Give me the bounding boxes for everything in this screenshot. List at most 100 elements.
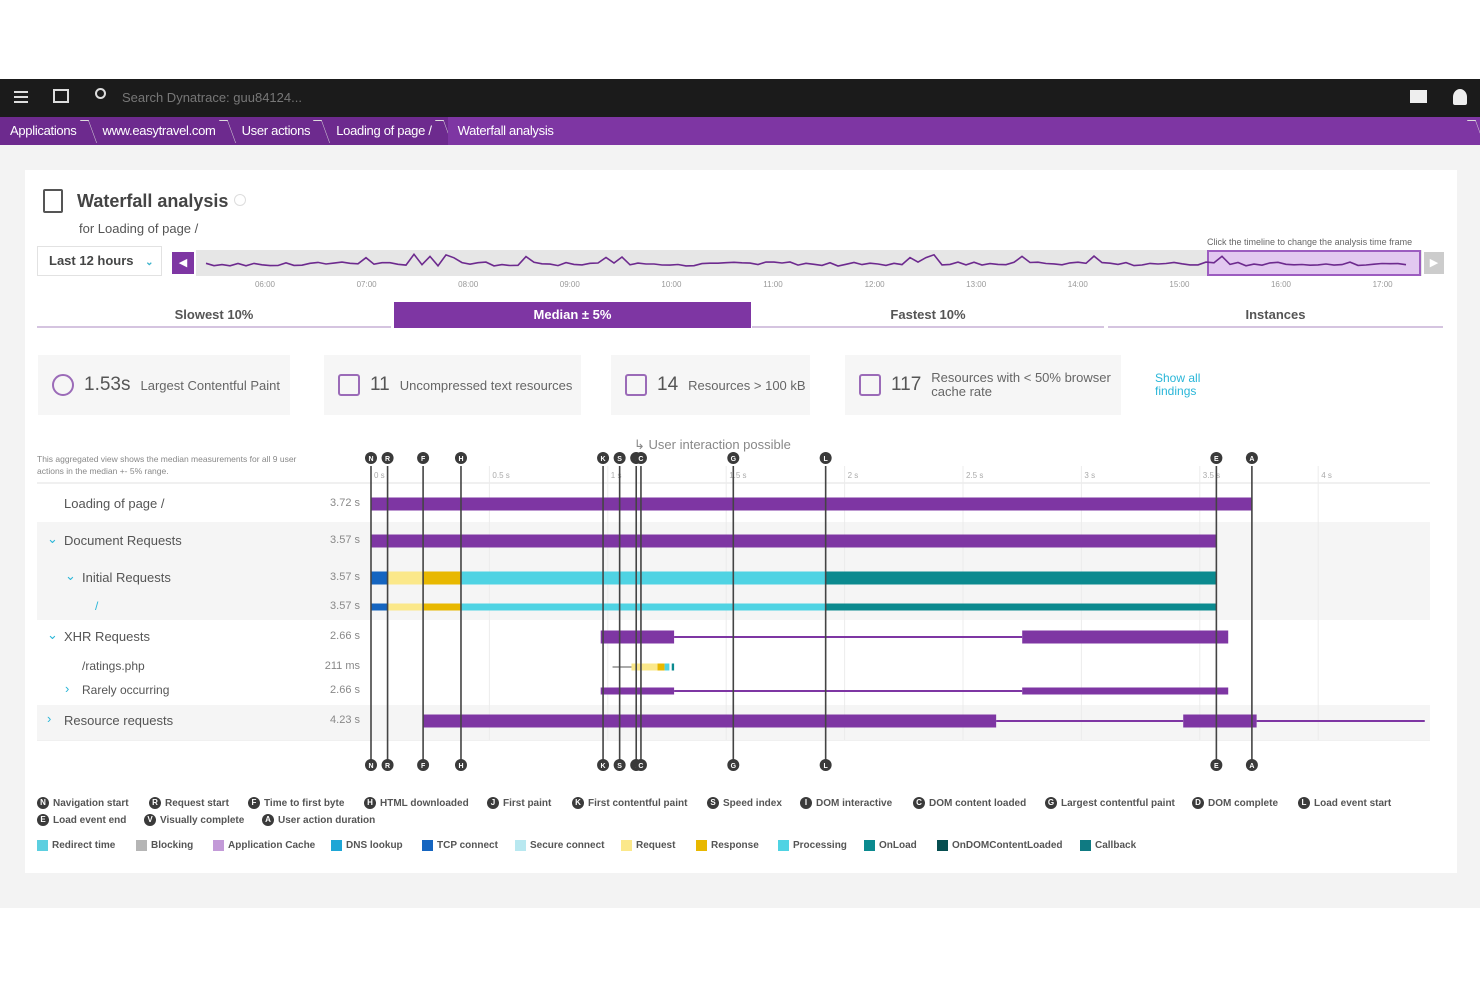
marker-badge (613, 452, 626, 464)
timeline-chart[interactable] (196, 250, 1446, 278)
breadcrumb: Applications www.easytravel.com User actio… (0, 117, 1480, 145)
marker-legend-label: Visually complete (160, 814, 245, 826)
waterfall-bar (671, 663, 675, 671)
marker-badge (727, 452, 740, 464)
waterfall-bar (371, 603, 388, 611)
timeline-tick: 15:00 (1169, 280, 1190, 289)
tab-instances[interactable]: Instances (1108, 302, 1443, 328)
marker-badge-icon: R (149, 797, 161, 809)
timeline-next-button[interactable]: ▶ (1424, 252, 1444, 274)
finding-value: 14 (657, 374, 679, 395)
stack-icon (859, 374, 881, 396)
tab-slowest[interactable]: Slowest 10% (37, 302, 391, 328)
color-swatch (937, 840, 948, 851)
finding-card[interactable]: 11 Uncompressed text resources (324, 355, 581, 415)
breadcrumb-item[interactable]: www.easytravel.com (93, 117, 232, 145)
marker-letter: R (385, 456, 390, 463)
timeline-tick: 13:00 (966, 280, 987, 289)
menu-icon[interactable] (14, 91, 28, 103)
color-legend-label: Redirect time (52, 840, 116, 851)
finding-card[interactable]: 1.53s Largest Contentful Paint (38, 355, 290, 415)
marker-letter: G (731, 763, 737, 770)
waterfall-row-duration: 3.57 s (330, 534, 360, 546)
marker-badge-icon: G (1045, 797, 1057, 809)
marker-letter: E (1214, 763, 1219, 770)
finding-card[interactable]: 117 Resources with < 50% browser cache ra… (845, 355, 1121, 415)
chevron-right-icon[interactable]: › (65, 681, 70, 696)
waterfall-page-icon (43, 189, 63, 213)
color-legend-item: Redirect time (37, 840, 115, 851)
breadcrumb-item[interactable]: Waterfall analysis (447, 117, 1480, 145)
waterfall-row-label[interactable]: Resource requests (64, 713, 174, 728)
marker-badge (365, 759, 377, 771)
marker-badge-icon: A (262, 814, 274, 826)
breadcrumb-item[interactable]: Applications (0, 117, 93, 145)
breadcrumb-item[interactable]: Loading of page / (326, 117, 447, 145)
color-legend-item: DNS lookup (331, 840, 403, 851)
waterfall-row-label[interactable]: /ratings.php (82, 659, 145, 673)
chevron-down-icon[interactable]: ⌄ (65, 568, 76, 583)
breadcrumb-item[interactable]: User actions (232, 117, 327, 145)
waterfall-row-label[interactable]: / (95, 599, 99, 613)
top-bar: Search Dynatrace: guu84124... (0, 79, 1480, 117)
timeframe-select[interactable]: Last 12 hours ⌄ (37, 246, 162, 276)
marker-legend-label: HTML downloaded (380, 797, 469, 809)
marker-badge (597, 452, 610, 464)
waterfall-row-label[interactable]: XHR Requests (64, 629, 150, 644)
dashboard-icon[interactable] (53, 89, 69, 103)
scale-icon (625, 374, 647, 396)
marker-badge (417, 759, 430, 771)
document-icon (338, 374, 360, 396)
tab-median[interactable]: Median ± 5% (394, 302, 751, 328)
waterfall-row-label[interactable]: Initial Requests (82, 570, 171, 585)
marker-letter: F (421, 763, 426, 770)
timeline-tick: 12:00 (864, 280, 885, 289)
axis-tick-label: 0.5 s (492, 471, 509, 480)
waterfall-bar (664, 663, 670, 671)
tab-fastest[interactable]: Fastest 10% (752, 302, 1104, 328)
marker-badge-icon: J (487, 797, 499, 809)
marker-legend-item: E Load event end (37, 814, 126, 826)
chevron-down-icon[interactable]: ⌄ (47, 627, 58, 642)
user-icon[interactable] (1453, 89, 1467, 105)
waterfall-row-duration: 4.23 s (330, 714, 360, 726)
waterfall-bar (1183, 714, 1257, 728)
content-panel (25, 170, 1457, 873)
color-legend-item: Request (621, 840, 675, 851)
waterfall-row-label[interactable]: Document Requests (64, 533, 182, 548)
finding-label: Resources with < 50% browser cache rate (931, 370, 1111, 399)
page-subtitle: for Loading of page / (79, 221, 199, 236)
marker-badge (365, 452, 377, 464)
chevron-right-icon[interactable]: › (47, 711, 52, 726)
marker-legend-label: First paint (503, 797, 552, 809)
marker-letter: C (638, 763, 643, 770)
marker-letter: N (368, 763, 373, 770)
waterfall-row-duration: 2.66 s (330, 630, 360, 642)
info-icon[interactable] (234, 194, 246, 206)
timeline-tick: 07:00 (356, 280, 377, 289)
show-all-findings-link[interactable]: Show all findings (1155, 371, 1201, 398)
color-legend-item: OnLoad (864, 840, 917, 851)
color-legend-label: OnDOMContentLoaded (952, 840, 1063, 851)
search-input[interactable]: Search Dynatrace: guu84124... (122, 90, 302, 105)
marker-letter: S (617, 763, 622, 770)
marker-badge-icon: K (572, 797, 584, 809)
waterfall-row-label[interactable]: Rarely occurring (82, 683, 170, 697)
waterfall-row-duration: 3.57 s (330, 600, 360, 612)
marker-letter: K (601, 456, 606, 463)
marker-badge (597, 759, 610, 771)
color-legend-item: Response (696, 840, 759, 851)
color-swatch (778, 840, 789, 851)
waterfall-row-duration: 3.72 s (330, 497, 360, 509)
search-icon[interactable] (95, 88, 106, 99)
chevron-down-icon[interactable]: ⌄ (47, 531, 58, 546)
marker-letter: F (421, 456, 426, 463)
color-legend-label: Response (711, 840, 759, 851)
timeline-prev-button[interactable]: ◀ (172, 252, 194, 274)
marker-badge (727, 759, 740, 771)
marker-legend-label: Largest contentful paint (1061, 797, 1175, 809)
waterfall-row-label[interactable]: Loading of page / (64, 496, 165, 511)
color-legend-item: Processing (778, 840, 847, 851)
chat-icon[interactable] (1410, 90, 1427, 103)
finding-card[interactable]: 14 Resources > 100 kB (611, 355, 810, 415)
